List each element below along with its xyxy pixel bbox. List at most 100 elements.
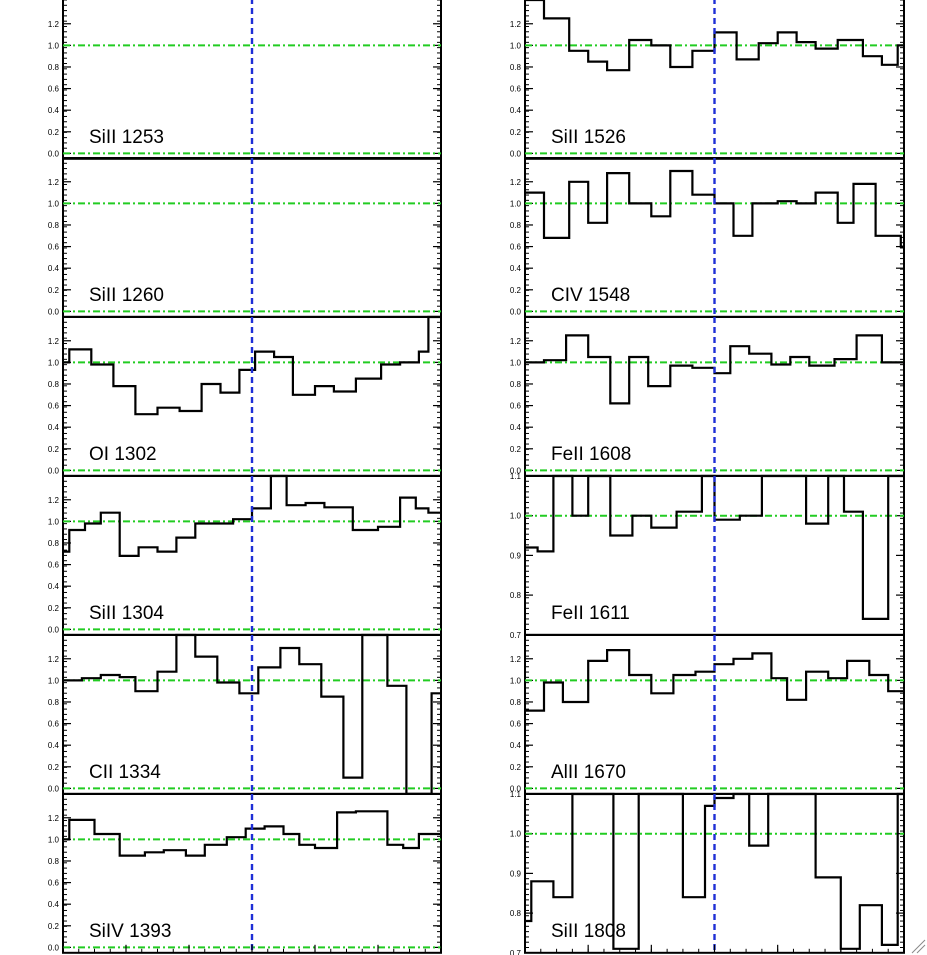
y-tick-label: 0.8 <box>510 591 522 600</box>
y-tick-label: 0.6 <box>48 561 60 570</box>
y-tick-label: 1.0 <box>510 830 522 839</box>
y-tick-label: 0.8 <box>510 909 522 918</box>
y-tick-label: 0.2 <box>48 604 60 613</box>
panel-oi-1302: 0.0 0.2 0.4 0.6 0.8 1.0 1.2 OI 1302 <box>48 315 442 477</box>
y-tick-label: 0.6 <box>48 402 60 411</box>
y-tick-label: 1.0 <box>510 512 522 521</box>
panel-label: SiIV 1393 <box>89 921 171 942</box>
panel-label: SiII 1526 <box>551 127 626 148</box>
spectrum-step-line <box>63 810 441 857</box>
panel-siii-1808: 0.7 0.8 0.9 1.0 1.1 SiII 1808 <box>510 790 905 955</box>
y-tick-label: 1.2 <box>48 496 60 505</box>
y-tick-label: 0.0 <box>48 943 60 952</box>
y-tick-label: 1.0 <box>48 835 60 844</box>
y-tick-label: 1.2 <box>510 655 522 664</box>
panel-cii-1334: 0.0 0.2 0.4 0.6 0.8 1.0 1.2 CII 1334 <box>48 633 442 795</box>
spectrum-step-line <box>525 0 904 72</box>
y-tick-label: 0.6 <box>510 243 522 252</box>
y-tick-label: 0.2 <box>48 445 60 454</box>
panel-label: FeII 1608 <box>551 444 631 465</box>
y-tick-label: 0.8 <box>48 857 60 866</box>
y-tick-label: 0.8 <box>510 63 522 72</box>
y-tick-label: 0.8 <box>48 63 60 72</box>
y-tick-label: 1.2 <box>48 655 60 664</box>
y-tick-label: 0.8 <box>510 380 522 389</box>
panel-label: FeII 1611 <box>551 603 630 624</box>
spectrum-step-line <box>63 315 441 416</box>
panel-alii-1670: 0.0 0.2 0.4 0.6 0.8 1.0 1.2 AlII 1670 <box>510 634 905 795</box>
panel-label: CIV 1548 <box>551 285 630 306</box>
y-tick-label: 1.0 <box>510 199 522 208</box>
panel-feii-1608: 0.0 0.2 0.4 0.6 0.8 1.0 1.2 FeII 1608 <box>510 316 905 477</box>
y-tick-label: 1.2 <box>48 178 60 187</box>
spectrum-step-line <box>525 474 904 620</box>
y-tick-label: 0.0 <box>48 466 60 475</box>
y-tick-label: 0.7 <box>510 631 522 640</box>
y-tick-label: 0.6 <box>510 402 522 411</box>
y-tick-label: 0.8 <box>48 698 60 707</box>
y-tick-label: 0.4 <box>510 741 522 750</box>
y-tick-label: 1.0 <box>510 676 522 685</box>
y-tick-label: 0.8 <box>510 221 522 230</box>
x-axis-labels: -600-400-2000200400600-600-400-200020040… <box>62 944 905 953</box>
y-tick-label: 0.0 <box>48 784 60 793</box>
y-tick-label: 1.0 <box>48 676 60 685</box>
y-tick-label: 1.2 <box>48 814 60 823</box>
panel-siii-1253: 0.0 0.2 0.4 0.6 0.8 1.0 1.2 SiII 1253 <box>48 0 442 160</box>
corner-resize-grip-icon <box>911 939 926 954</box>
y-tick-label: 1.0 <box>48 199 60 208</box>
y-tick-label: 0.2 <box>48 922 60 931</box>
y-tick-label: 0.8 <box>510 698 522 707</box>
y-tick-label: 0.2 <box>48 286 60 295</box>
panel-siiv-1393: 0.0 0.2 0.4 0.6 0.8 1.0 1.2 SiIV 1393 <box>48 793 442 954</box>
y-tick-label: 1.2 <box>510 178 522 187</box>
y-tick-label: 1.2 <box>510 337 522 346</box>
panel-label: SiII 1253 <box>89 127 164 148</box>
panel-siii-1526: 0.0 0.2 0.4 0.6 0.8 1.0 1.2 SiII 1526 <box>510 0 905 160</box>
y-tick-label: 1.2 <box>48 337 60 346</box>
y-tick-label: 0.4 <box>48 900 60 909</box>
y-tick-label: 0.0 <box>48 307 60 316</box>
panel-label: SiII 1304 <box>89 603 164 624</box>
spectrum-step-line <box>525 169 904 248</box>
y-tick-label: 1.0 <box>510 358 522 367</box>
panel-siii-1304: 0.0 0.2 0.4 0.6 0.8 1.0 1.2 SiII 1304 <box>48 474 442 636</box>
y-tick-label: 0.4 <box>510 423 522 432</box>
y-tick-label: 0.4 <box>510 106 522 115</box>
y-tick-label: 0.0 <box>48 149 60 158</box>
y-tick-label: 1.0 <box>510 41 522 50</box>
y-tick-label: 0.4 <box>48 582 60 591</box>
y-tick-label: 0.6 <box>48 243 60 252</box>
y-tick-label: 0.0 <box>48 625 60 634</box>
y-tick-label: 1.2 <box>48 20 60 29</box>
panel-label: SiII 1808 <box>551 921 626 942</box>
panel-label: OI 1302 <box>89 444 157 465</box>
y-tick-label: 0.8 <box>48 221 60 230</box>
y-tick-label: 0.4 <box>48 106 60 115</box>
y-tick-label: 0.9 <box>510 869 522 878</box>
y-tick-label: 0.7 <box>510 949 522 955</box>
y-tick-label: 0.0 <box>510 466 522 475</box>
y-tick-label: 0.4 <box>48 741 60 750</box>
panel-label: SiII 1260 <box>89 285 164 306</box>
y-tick-label: 0.2 <box>510 128 522 137</box>
y-tick-label: 0.9 <box>510 551 522 560</box>
y-tick-label: 0.4 <box>510 264 522 273</box>
y-tick-label: 0.0 <box>510 784 522 793</box>
panel-label: AlII 1670 <box>551 762 626 783</box>
y-tick-label: 0.0 <box>510 149 522 158</box>
panel-feii-1611: 0.7 0.8 0.9 1.0 1.1 FeII 1611 <box>510 472 905 640</box>
panel-civ-1548: 0.0 0.2 0.4 0.6 0.8 1.0 1.2 CIV 1548 <box>510 157 905 318</box>
spectrum-step-line <box>525 334 904 405</box>
y-tick-label: 0.6 <box>510 85 522 94</box>
y-tick-label: 1.1 <box>510 790 522 799</box>
y-tick-label: 1.0 <box>48 517 60 526</box>
y-tick-label: 0.2 <box>48 128 60 137</box>
y-tick-label: 0.0 <box>510 307 522 316</box>
y-tick-label: 0.8 <box>48 380 60 389</box>
y-tick-label: 0.2 <box>510 445 522 454</box>
y-tick-label: 1.2 <box>510 20 522 29</box>
panel-siii-1260: 0.0 0.2 0.4 0.6 0.8 1.0 1.2 SiII 1260 <box>48 157 442 318</box>
